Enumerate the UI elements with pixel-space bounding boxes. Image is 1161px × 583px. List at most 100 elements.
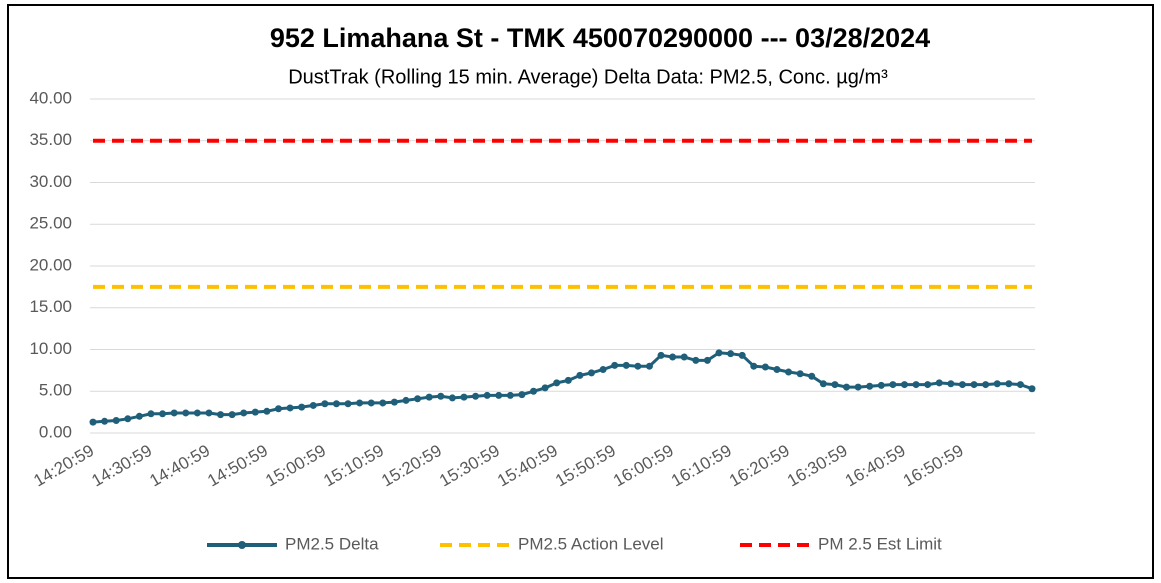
data-point: [680, 353, 688, 361]
data-point: [298, 403, 306, 411]
data-point: [669, 353, 677, 361]
data-point: [761, 363, 769, 371]
data-point: [147, 410, 155, 418]
y-tick-label: 20.00: [29, 255, 72, 274]
data-point: [692, 356, 700, 364]
data-point: [135, 412, 143, 420]
series-line: [92, 351, 1033, 424]
data-point: [703, 356, 711, 364]
data-point: [854, 383, 862, 391]
data-point: [344, 400, 352, 408]
y-tick-label: 15.00: [29, 297, 72, 316]
data-point: [530, 387, 538, 395]
data-point: [506, 391, 514, 399]
data-point: [808, 372, 816, 380]
data-point: [460, 393, 468, 401]
data-point: [982, 381, 990, 389]
data-point: [286, 404, 294, 412]
data-point: [564, 376, 572, 384]
data-point: [274, 405, 282, 413]
data-point: [900, 381, 908, 389]
data-point: [483, 391, 491, 399]
y-tick-label: 35.00: [29, 130, 72, 149]
data-point: [356, 399, 364, 407]
data-point: [390, 398, 398, 406]
data-point: [89, 418, 97, 426]
data-point: [159, 410, 167, 418]
data-point: [889, 381, 897, 389]
data-point: [101, 417, 109, 425]
data-point: [437, 392, 445, 400]
data-point: [843, 383, 851, 391]
data-point: [831, 381, 839, 389]
y-tick-label: 25.00: [29, 214, 72, 233]
data-point: [796, 370, 804, 378]
data-point: [553, 379, 561, 387]
data-point: [309, 401, 317, 409]
chart-border: [7, 4, 1154, 579]
data-point: [634, 362, 642, 370]
data-point: [576, 371, 584, 379]
data-point: [773, 366, 781, 374]
data-point: [924, 381, 932, 389]
data-point: [785, 368, 793, 376]
data-point: [1028, 385, 1036, 393]
data-point: [495, 391, 503, 399]
data-point: [402, 396, 410, 404]
data-point: [611, 361, 619, 369]
data-point: [112, 416, 120, 424]
data-point: [866, 382, 874, 390]
data-point: [414, 395, 422, 403]
data-point: [367, 399, 375, 407]
data-point: [715, 349, 723, 357]
data-point: [124, 415, 132, 423]
data-point: [727, 350, 735, 358]
data-point: [912, 381, 920, 389]
legend-label: PM2.5 Delta: [285, 534, 379, 553]
data-point: [645, 362, 653, 370]
legend-marker: [238, 541, 246, 549]
data-point: [217, 411, 225, 419]
data-point: [228, 411, 236, 419]
data-point: [1005, 380, 1013, 388]
data-point: [877, 381, 885, 389]
data-point: [263, 407, 271, 415]
y-tick-label: 0.00: [39, 422, 72, 441]
data-point: [205, 409, 213, 417]
y-tick-label: 30.00: [29, 172, 72, 191]
data-point: [472, 392, 480, 400]
data-point: [448, 394, 456, 402]
data-point: [993, 380, 1001, 388]
data-point: [193, 409, 201, 417]
data-point: [970, 381, 978, 389]
data-point: [657, 351, 665, 359]
data-point: [958, 381, 966, 389]
data-point: [599, 366, 607, 374]
data-point: [947, 380, 955, 388]
y-tick-label: 40.00: [29, 88, 72, 107]
data-point: [622, 361, 630, 369]
chart-title: 952 Limahana St - TMK 450070290000 --- 0…: [270, 23, 930, 53]
chart-subtitle: DustTrak (Rolling 15 min. Average) Delta…: [288, 66, 888, 88]
data-point: [251, 408, 259, 416]
data-point: [332, 400, 340, 408]
data-point: [738, 351, 746, 359]
data-point: [587, 369, 595, 377]
data-point: [541, 384, 549, 392]
data-point: [321, 400, 329, 408]
data-point: [750, 362, 758, 370]
data-point: [518, 391, 526, 399]
data-point: [182, 409, 190, 417]
y-tick-label: 5.00: [39, 381, 72, 400]
data-point: [240, 409, 248, 417]
data-point: [170, 409, 178, 417]
data-point: [379, 399, 387, 407]
data-point: [935, 379, 943, 387]
legend-label: PM2.5 Action Level: [518, 534, 664, 553]
data-point: [425, 393, 433, 401]
data-point: [819, 380, 827, 388]
y-tick-label: 10.00: [29, 339, 72, 358]
data-point: [1016, 381, 1024, 389]
legend-label: PM 2.5 Est Limit: [818, 534, 942, 553]
